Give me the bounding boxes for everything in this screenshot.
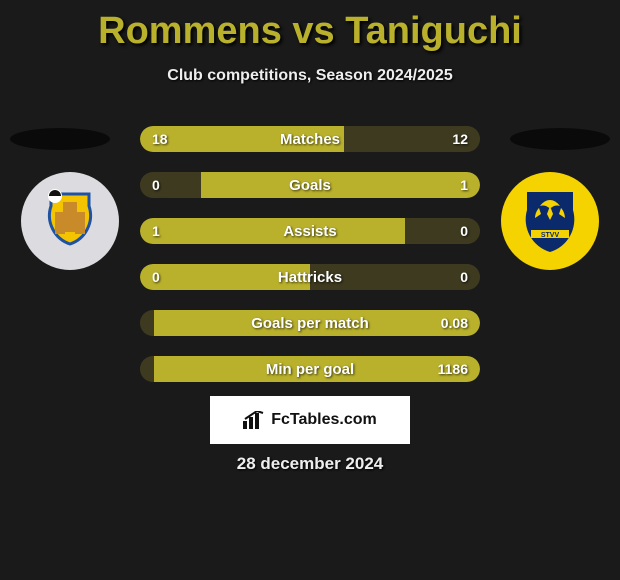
stat-bar: Matches1812 (140, 126, 480, 152)
stat-bar-fill-right (154, 310, 480, 336)
club-badge-right: STVV (501, 172, 599, 270)
stat-bar-fill-left (140, 356, 154, 382)
stat-bar-fill-left (140, 126, 344, 152)
stat-bar-fill-left (140, 172, 201, 198)
stat-bar-fill-right (201, 172, 480, 198)
stat-bar-fill-right (344, 126, 480, 152)
page-subtitle: Club competitions, Season 2024/2025 (0, 67, 620, 85)
page-title: Rommens vs Taniguchi (0, 0, 620, 53)
stat-bar-fill-left (140, 310, 154, 336)
svg-text:STVV: STVV (541, 232, 560, 239)
westerlo-crest-icon (21, 172, 119, 270)
stats-bars: Matches1812 Goals01 Assists10 Hattricks00 Go… (140, 126, 480, 402)
fctables-logo-icon (243, 411, 265, 429)
shadow-right (510, 128, 610, 150)
stat-bar-fill-right (405, 218, 480, 244)
footer-brand-text: FcTables.com (271, 411, 377, 429)
stat-bar: Hattricks00 (140, 264, 480, 290)
shadow-left (10, 128, 110, 150)
club-badge-left (21, 172, 119, 270)
sint-truiden-crest-icon: STVV (501, 172, 599, 270)
stat-bar-fill-right (154, 356, 480, 382)
stat-bar: Goals01 (140, 172, 480, 198)
page-date: 28 december 2024 (0, 454, 620, 474)
footer-brand-badge: FcTables.com (210, 396, 410, 444)
stat-bar-fill-left (140, 264, 310, 290)
stat-bar-fill-left (140, 218, 405, 244)
stat-bar-fill-right (310, 264, 480, 290)
stat-bar: Min per goal1186 (140, 356, 480, 382)
stat-bar: Goals per match0.08 (140, 310, 480, 336)
stat-bar: Assists10 (140, 218, 480, 244)
